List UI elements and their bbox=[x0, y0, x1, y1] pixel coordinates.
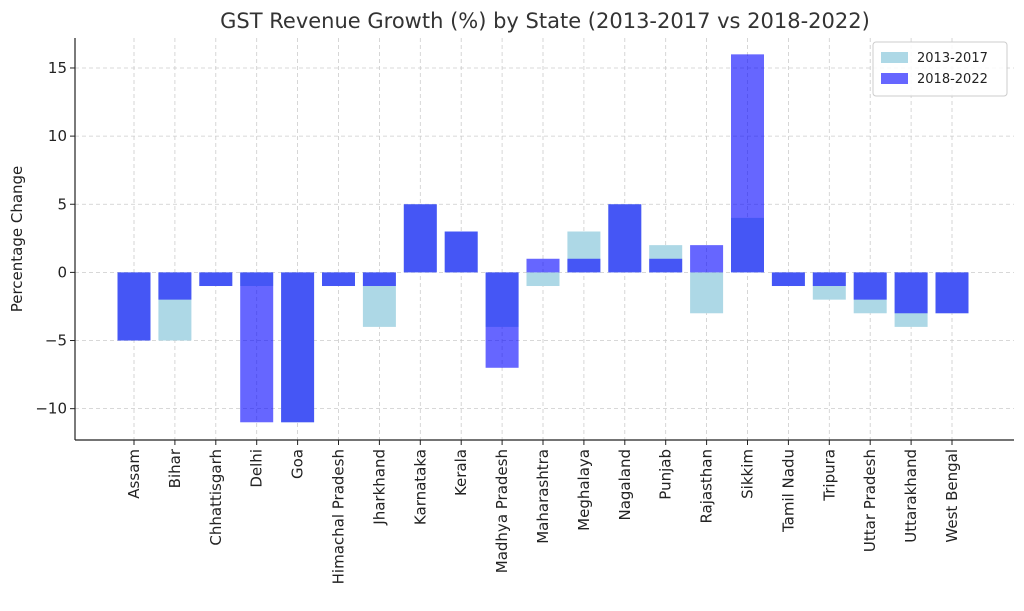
bar-2018-2022-karnataka bbox=[403, 204, 437, 273]
bar-2013-2017-maharashtra bbox=[526, 272, 560, 287]
legend-swatch-2013-2017 bbox=[881, 52, 908, 63]
legend-swatch-2018-2022 bbox=[881, 73, 908, 84]
x-tick-label: Jharkhand bbox=[370, 449, 388, 526]
bar-2018-2022-west-bengal bbox=[935, 272, 969, 314]
bar-2018-2022-punjab bbox=[649, 258, 683, 273]
bar-2018-2022-rajasthan bbox=[690, 245, 724, 273]
x-tick-label: Goa bbox=[289, 449, 307, 479]
bar-2018-2022-maharashtra bbox=[526, 258, 560, 273]
ticks: −10 −5 0 5 10 15 Assam Bihar Chhattisgarh Delhi Go… bbox=[35, 59, 961, 584]
x-tick-label: Tripura bbox=[820, 449, 838, 502]
x-tick-label: Sikkim bbox=[739, 449, 757, 499]
y-tick-label: −5 bbox=[45, 332, 67, 350]
chart-title: GST Revenue Growth (%) by State (2013-20… bbox=[220, 9, 870, 33]
x-tick-label: Tamil Nadu bbox=[779, 449, 797, 533]
bar-2018-2022-kerala bbox=[444, 231, 478, 273]
bar-2018-2022-uttar-pradesh bbox=[853, 272, 887, 300]
x-tick-label: Meghalaya bbox=[575, 449, 593, 531]
bar-2018-2022-uttarakhand bbox=[894, 272, 928, 314]
y-axis-label: Percentage Change bbox=[8, 166, 26, 313]
bars bbox=[117, 54, 969, 423]
y-tick-label: −10 bbox=[35, 400, 67, 418]
bar-2018-2022-sikkim bbox=[731, 54, 764, 273]
x-tick-label: Maharashtra bbox=[534, 449, 552, 544]
bar-2018-2022-tripura bbox=[812, 272, 846, 287]
x-tick-label: Madhya Pradesh bbox=[493, 449, 511, 573]
x-tick-label: Himachal Pradesh bbox=[330, 449, 348, 584]
bar-2018-2022-tamil-nadu bbox=[771, 272, 805, 287]
bar-2018-2022-meghalaya bbox=[567, 258, 601, 273]
y-tick-label: 15 bbox=[48, 59, 67, 77]
legend: 2013-2017 2018-2022 bbox=[872, 41, 1008, 97]
grid-lines bbox=[75, 38, 1014, 440]
x-tick-label: Chhattisgarh bbox=[207, 449, 225, 546]
x-tick-label: Uttarakhand bbox=[902, 449, 920, 543]
x-tick-label: Karnataka bbox=[411, 449, 429, 525]
x-tick-label: Assam bbox=[125, 449, 143, 499]
bar-2013-2017-rajasthan bbox=[690, 272, 724, 314]
x-tick-label: Rajasthan bbox=[698, 449, 716, 524]
x-tick-label: Nagaland bbox=[616, 449, 634, 521]
bar-2018-2022-jharkhand bbox=[362, 272, 396, 287]
legend-label: 2013-2017 bbox=[917, 51, 988, 66]
bar-2018-2022-bihar bbox=[158, 272, 192, 300]
x-tick-label: Uttar Pradesh bbox=[861, 449, 879, 552]
x-tick-label: Kerala bbox=[452, 449, 470, 496]
bar-2018-2022-delhi bbox=[240, 272, 274, 423]
y-tick-label: 0 bbox=[57, 263, 67, 281]
bar-2018-2022-goa bbox=[281, 272, 315, 423]
axes bbox=[74, 38, 1014, 441]
bar-2018-2022-madhya-pradesh bbox=[485, 272, 519, 368]
x-tick-label: Delhi bbox=[248, 449, 266, 488]
bar-2018-2022-himachal-pradesh bbox=[322, 272, 355, 287]
x-tick-label: West Bengal bbox=[943, 449, 961, 543]
x-tick-label: Bihar bbox=[166, 448, 184, 488]
x-tick-label: Punjab bbox=[657, 449, 675, 500]
legend-label: 2018-2022 bbox=[917, 72, 988, 87]
bar-2018-2022-chhattisgarh bbox=[199, 272, 233, 287]
bar-2018-2022-assam bbox=[117, 272, 151, 341]
y-tick-label: 5 bbox=[57, 195, 67, 213]
y-tick-label: 10 bbox=[48, 127, 67, 145]
bar-2018-2022-nagaland bbox=[608, 204, 642, 273]
